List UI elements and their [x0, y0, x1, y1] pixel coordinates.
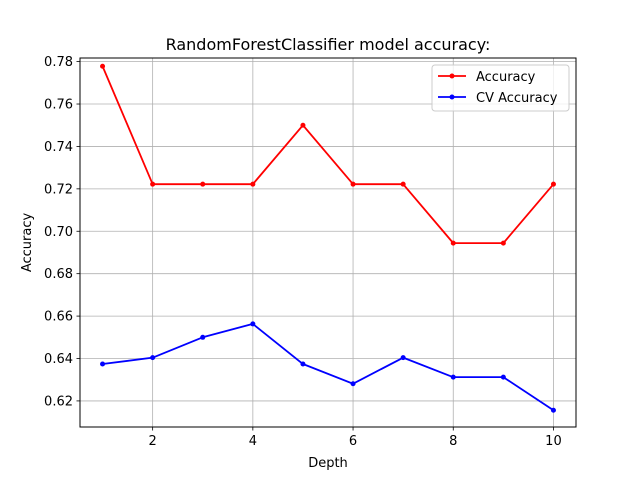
legend: Accuracy CV Accuracy — [431, 64, 570, 112]
data-point-cv-accuracy — [450, 374, 456, 380]
data-point-cv-accuracy — [300, 361, 306, 367]
legend-marker-cv-accuracy — [449, 94, 455, 100]
chart-title: RandomForestClassifier model accuracy: — [166, 35, 491, 54]
data-point-accuracy — [300, 122, 306, 128]
data-point-cv-accuracy — [150, 355, 156, 361]
data-point-cv-accuracy — [550, 407, 556, 413]
grid-lines — [80, 58, 576, 427]
y-tick-label: 0.62 — [44, 394, 73, 409]
x-tick-label: 4 — [249, 434, 257, 449]
data-point-accuracy — [150, 181, 156, 187]
data-point-cv-accuracy — [250, 321, 256, 327]
data-point-accuracy — [550, 181, 556, 187]
data-point-accuracy — [350, 181, 356, 187]
data-point-accuracy — [250, 181, 256, 187]
data-point-accuracy — [100, 63, 106, 69]
plot-frame — [79, 57, 577, 428]
series-layer — [100, 63, 556, 413]
y-axis-label: Accuracy — [20, 213, 35, 273]
legend-label-accuracy: Accuracy — [476, 70, 536, 85]
y-tick-label: 0.64 — [44, 352, 73, 367]
axis-ticks: 2 4 6 8 10 0.62 0.64 0.66 0.68 0.70 0.72 0.74 0.76 0.… — [44, 55, 562, 449]
data-point-accuracy — [450, 240, 456, 246]
data-point-cv-accuracy — [100, 361, 106, 367]
data-point-cv-accuracy — [500, 374, 506, 380]
x-tick-label: 10 — [545, 434, 562, 449]
x-tick-label: 6 — [349, 434, 357, 449]
y-tick-label: 0.72 — [44, 182, 73, 197]
y-tick-label: 0.68 — [44, 267, 73, 282]
x-tick-label: 2 — [149, 434, 157, 449]
data-point-accuracy — [500, 240, 506, 246]
legend-box — [431, 64, 570, 112]
data-point-cv-accuracy — [200, 334, 206, 340]
legend-label-cv-accuracy: CV Accuracy — [476, 91, 558, 106]
data-point-cv-accuracy — [350, 381, 356, 387]
y-tick-label: 0.78 — [44, 55, 73, 70]
y-tick-label: 0.66 — [44, 310, 73, 325]
y-tick-label: 0.76 — [44, 98, 73, 113]
data-point-cv-accuracy — [400, 355, 406, 361]
series-line-accuracy — [101, 65, 555, 245]
x-axis-label: Depth — [308, 456, 348, 471]
data-point-accuracy — [200, 181, 206, 187]
y-tick-label: 0.74 — [44, 140, 73, 155]
series-line-cv-accuracy — [102, 323, 554, 412]
y-tick-label: 0.70 — [44, 225, 73, 240]
legend-marker-accuracy — [449, 73, 455, 79]
x-tick-label: 8 — [449, 434, 457, 449]
data-point-accuracy — [400, 181, 406, 187]
